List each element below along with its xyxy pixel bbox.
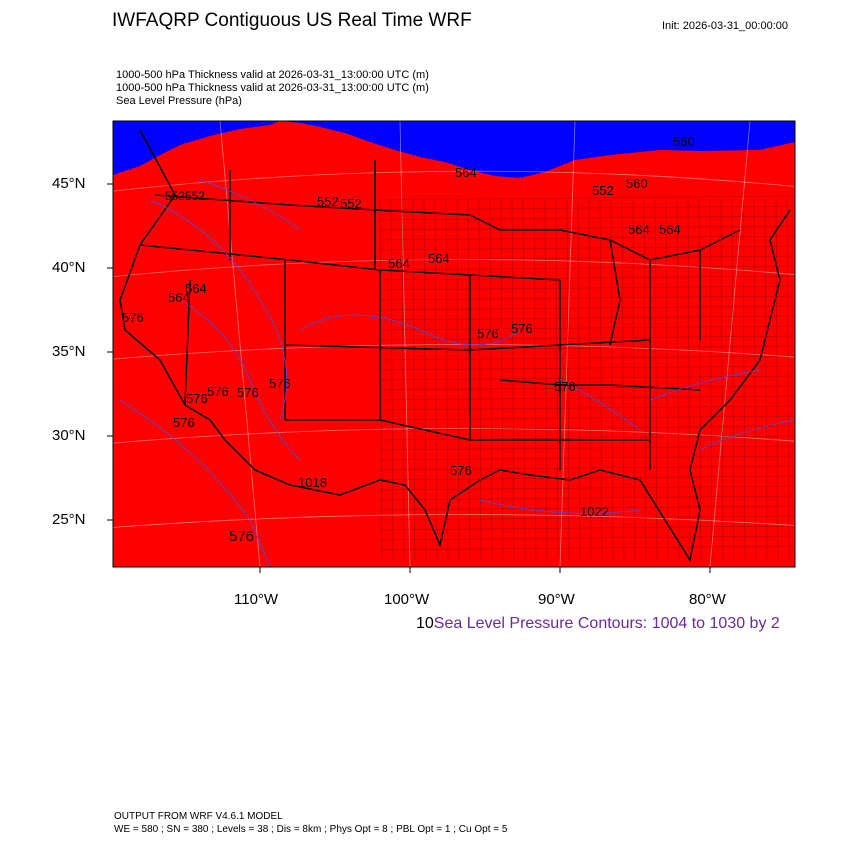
- map-frame: [112, 120, 796, 568]
- subtitle-pressure: Sea Level Pressure (hPa): [116, 95, 242, 107]
- lat-label-30: 30°N: [52, 427, 86, 444]
- pressure-label: 1022: [580, 504, 609, 519]
- model-info-line1: OUTPUT FROM WRF V4.6.1 MODEL: [114, 811, 283, 822]
- thickness-fill-warm: [113, 121, 795, 567]
- contour-info-text: Sea Level Pressure Contours: 1004 to 103…: [433, 615, 780, 632]
- thickness-label: 576: [511, 321, 533, 336]
- thickness-label: 560: [626, 176, 648, 191]
- county-grid: [379, 195, 795, 561]
- init-time: Init: 2026-03-31_00:00:00: [662, 20, 788, 32]
- thickness-label: 560: [673, 134, 695, 149]
- state-borders: [119, 129, 791, 562]
- thickness-label: 576: [207, 384, 229, 399]
- thickness-label: 576: [122, 310, 144, 325]
- thickness-label: 576: [554, 379, 576, 394]
- pressure-label: 1018: [298, 475, 327, 490]
- lat-label-35: 35°N: [52, 343, 86, 360]
- thickness-label: 564: [455, 165, 477, 180]
- thickness-label: 564: [185, 281, 207, 296]
- page-title: IWFAQRP Contiguous US Real Time WRF: [112, 10, 472, 31]
- lon-label-80w: 80°W: [689, 591, 726, 608]
- thickness-fill-cold: [113, 121, 795, 178]
- model-info-line2: WE = 580 ; SN = 380 ; Levels = 38 ; Dis …: [114, 824, 508, 835]
- thickness-label: 576: [269, 376, 291, 391]
- thickness-label: 576: [450, 463, 472, 478]
- contour-info-prefix: 10: [416, 615, 434, 632]
- lat-label-45: 45°N: [52, 175, 86, 192]
- subtitle-thickness-1: 1000-500 hPa Thickness valid at 2026-03-…: [116, 69, 429, 81]
- lon-label-110w: 110°W: [234, 591, 279, 608]
- thickness-label: 576: [237, 385, 259, 400]
- thickness-label: 564: [659, 222, 681, 237]
- thickness-label: 576: [477, 326, 499, 341]
- thickness-label: 576: [229, 528, 254, 545]
- thickness-label: 564: [388, 256, 410, 271]
- thickness-label: 552: [340, 196, 362, 211]
- thickness-label: 552: [185, 189, 205, 203]
- lat-label-40: 40°N: [52, 259, 86, 276]
- thickness-label: 576: [173, 415, 195, 430]
- lon-label-90w: 90°W: [538, 591, 575, 608]
- thickness-label: 564: [168, 290, 190, 305]
- thickness-label: 564: [628, 222, 650, 237]
- contour-info: 10Sea Level Pressure Contours: 1004 to 1…: [416, 615, 780, 633]
- subtitle-thickness-2: 1000-500 hPa Thickness valid at 2026-03-…: [116, 82, 429, 94]
- thickness-label: 552: [317, 194, 339, 209]
- thickness-label: 564: [428, 251, 450, 266]
- county-borders: [379, 195, 795, 561]
- lat-label-25: 25°N: [52, 511, 86, 528]
- thickness-label: 576: [186, 391, 208, 406]
- thickness-label: 552: [165, 189, 185, 203]
- contour-labels: 552 552 552 552 552 560 560 564 564 564 …: [122, 134, 695, 545]
- pressure-contours: [119, 179, 795, 567]
- thickness-label: 552: [592, 183, 614, 198]
- map-area: [113, 121, 795, 567]
- lon-label-100w: 100°W: [384, 591, 430, 608]
- axis-ticks: [107, 183, 711, 573]
